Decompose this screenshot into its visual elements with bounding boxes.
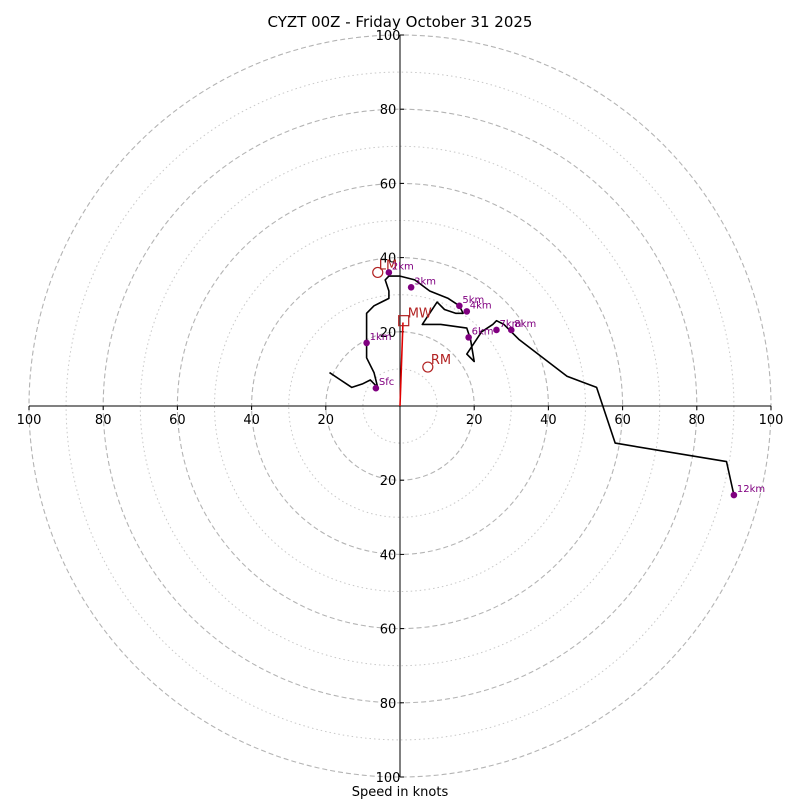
left-mover-label: LM bbox=[379, 258, 397, 273]
height-marker-8km bbox=[508, 326, 515, 334]
mean-wind-marker bbox=[398, 315, 410, 327]
height-marker-4km bbox=[463, 308, 471, 315]
height-marker-label: Sfc bbox=[379, 377, 394, 388]
x-tick-label: 20 bbox=[466, 413, 483, 428]
x-tick-label: 40 bbox=[540, 413, 557, 428]
height-marker-7km bbox=[493, 326, 500, 334]
x-tick-label: 20 bbox=[318, 413, 335, 428]
storm-motion-markers: MW RM LM bbox=[372, 258, 451, 407]
height-marker-12km bbox=[730, 491, 738, 499]
y-tick-label: 80 bbox=[380, 697, 397, 712]
height-marker-1km bbox=[363, 339, 370, 347]
x-tick-label: 100 bbox=[17, 413, 42, 428]
left-mover-marker bbox=[372, 266, 384, 279]
x-tick-label: 100 bbox=[759, 413, 784, 428]
y-tick-label: 40 bbox=[380, 252, 397, 267]
y-tick-label: 60 bbox=[380, 177, 397, 192]
tick-labels: 100 80 60 40 20 20 40 60 80 100 100 80 60 40 20 20 40 60 8… bbox=[17, 29, 784, 786]
height-marker-label: 5km bbox=[462, 295, 484, 306]
height-marker-label: 12km bbox=[737, 484, 765, 495]
height-marker-6km bbox=[465, 334, 472, 341]
height-marker-Sfc bbox=[372, 384, 380, 392]
y-tick-label: 100 bbox=[376, 29, 401, 44]
height-marker-label: 4km bbox=[470, 300, 492, 311]
height-marker-label: 7km bbox=[499, 319, 521, 330]
x-tick-label: 80 bbox=[689, 413, 706, 428]
x-tick-label: 60 bbox=[169, 413, 186, 428]
height-marker-label: 6km bbox=[472, 326, 494, 337]
y-tick-label: 20 bbox=[380, 474, 397, 489]
height-marker-label: 1km bbox=[370, 332, 392, 343]
y-tick-label: 80 bbox=[380, 103, 397, 118]
y-tick-label: 100 bbox=[376, 771, 401, 786]
y-tick-label: 60 bbox=[380, 623, 397, 638]
mean-wind-label: MW bbox=[408, 307, 432, 322]
height-marker-label: 3km bbox=[414, 276, 436, 287]
height-marker-label: 8km bbox=[514, 319, 536, 330]
storm-motion-vector bbox=[399, 322, 404, 407]
x-tick-label: 80 bbox=[95, 413, 112, 428]
right-mover-marker bbox=[422, 361, 434, 373]
height-marker-2km bbox=[385, 269, 393, 276]
right-mover-label: RM bbox=[431, 353, 451, 368]
height-marker-5km bbox=[456, 302, 463, 310]
x-tick-label: 60 bbox=[614, 413, 631, 428]
hodograph-trace bbox=[329, 275, 735, 496]
y-tick-label: 20 bbox=[380, 326, 397, 341]
height-marker-3km bbox=[407, 283, 415, 291]
y-tick-label: 40 bbox=[380, 548, 397, 563]
height-marker-label: 2km bbox=[392, 261, 414, 272]
x-tick-label: 40 bbox=[243, 413, 260, 428]
chart-title: CYZT 00Z - Friday October 31 2025 bbox=[268, 13, 533, 31]
x-axis-label: Speed in knots bbox=[352, 785, 449, 800]
hodograph-line bbox=[329, 275, 735, 496]
